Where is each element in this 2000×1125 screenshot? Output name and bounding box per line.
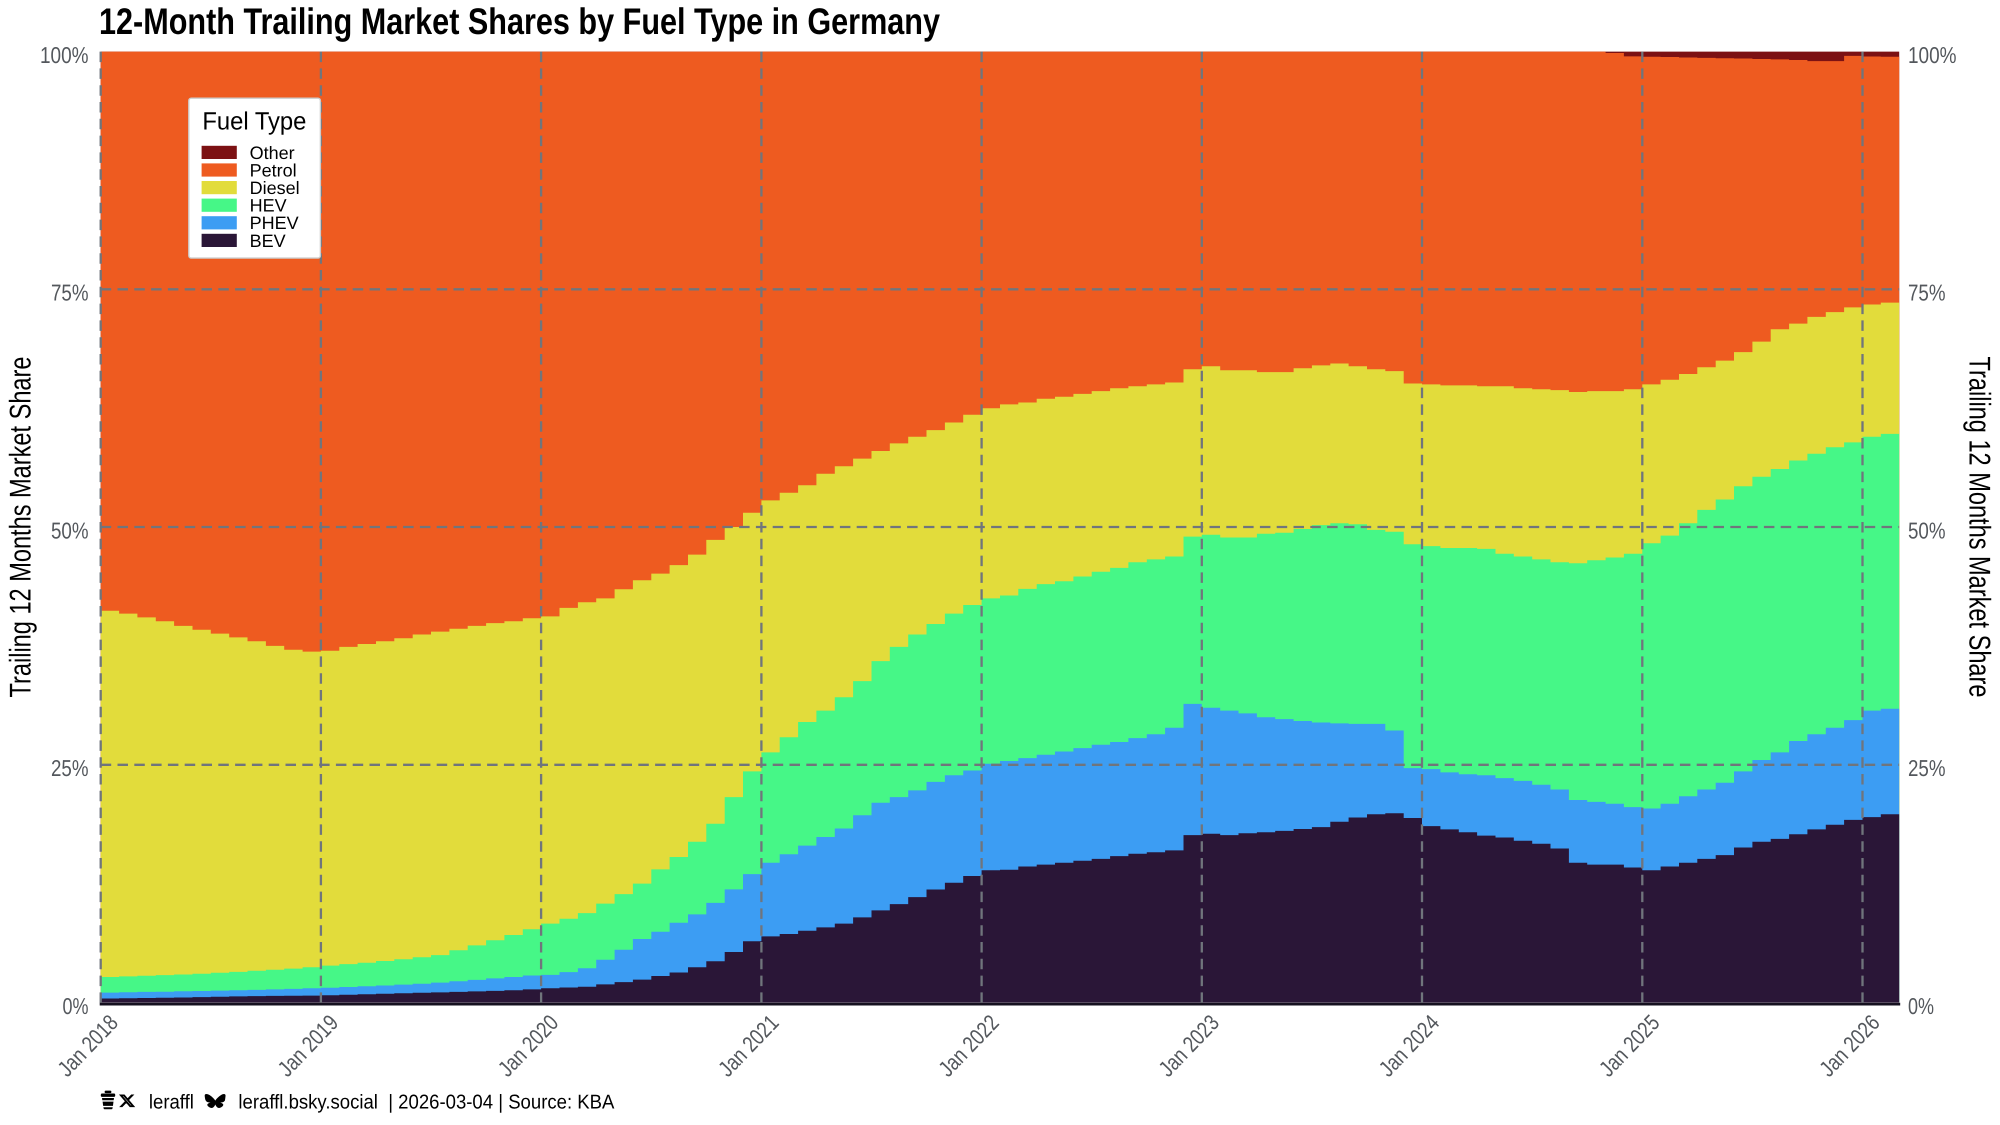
svg-text:100%: 100% <box>40 42 89 68</box>
svg-text:100%: 100% <box>1908 42 1957 68</box>
svg-text:PHEV: PHEV <box>250 213 299 233</box>
svg-text:Diesel: Diesel <box>250 178 300 198</box>
svg-text:0%: 0% <box>63 993 89 1019</box>
svg-text:75%: 75% <box>51 280 89 306</box>
svg-text:50%: 50% <box>51 517 89 543</box>
svg-text:Trailing 12 Months Market Shar: Trailing 12 Months Market Share <box>5 357 38 698</box>
svg-text:HEV: HEV <box>250 196 287 216</box>
svg-text:leraffl: leraffl <box>149 1092 194 1114</box>
svg-text:0%: 0% <box>1908 993 1934 1019</box>
svg-text:50%: 50% <box>1908 517 1946 543</box>
svg-text:Fuel Type: Fuel Type <box>202 107 306 135</box>
svg-text:12-Month Trailing Market Share: 12-Month Trailing Market Shares by Fuel … <box>99 1 940 42</box>
svg-text:75%: 75% <box>1908 280 1946 306</box>
svg-text:BEV: BEV <box>250 231 286 251</box>
svg-text:25%: 25% <box>51 755 89 781</box>
svg-text:Other: Other <box>250 143 295 163</box>
svg-text:25%: 25% <box>1908 755 1946 781</box>
svg-text:Trailing 12 Months Market Shar: Trailing 12 Months Market Share <box>1963 357 1996 698</box>
svg-text:Petrol: Petrol <box>250 160 297 180</box>
svg-text:leraffl.bsky.social | 2026-03: leraffl.bsky.social | 2026-03-04 | Sourc… <box>238 1092 615 1114</box>
